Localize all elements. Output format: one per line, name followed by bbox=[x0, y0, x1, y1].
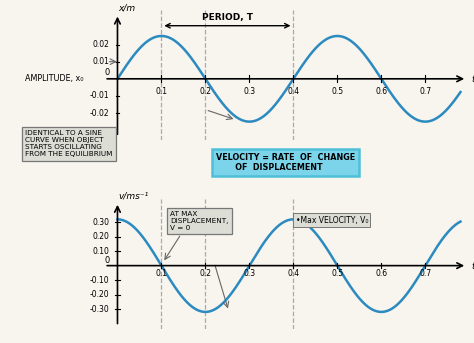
Text: 0.01: 0.01 bbox=[93, 57, 109, 66]
Text: IDENTICAL TO A SINE
CURVE WHEN OBJECT
STARTS OSCILLATING
FROM THE EQUILIBRIUM: IDENTICAL TO A SINE CURVE WHEN OBJECT ST… bbox=[25, 130, 112, 157]
Text: -0.02: -0.02 bbox=[90, 109, 109, 118]
Text: t/s: t/s bbox=[472, 261, 474, 270]
Text: 0.4: 0.4 bbox=[287, 269, 300, 278]
Text: VELOCITY = RATE  OF  CHANGE
       OF  DISPLACEMENT: VELOCITY = RATE OF CHANGE OF DISPLACEMEN… bbox=[216, 153, 355, 172]
Text: -0.30: -0.30 bbox=[90, 305, 109, 314]
Text: 0.10: 0.10 bbox=[93, 247, 109, 256]
Text: AT MAX
DISPLACEMENT,
V = 0: AT MAX DISPLACEMENT, V = 0 bbox=[170, 211, 228, 230]
Text: 0.2: 0.2 bbox=[200, 87, 211, 96]
Text: 0.4: 0.4 bbox=[287, 87, 300, 96]
Text: -0.20: -0.20 bbox=[90, 290, 109, 299]
Text: 0.2: 0.2 bbox=[200, 269, 211, 278]
Text: 0.20: 0.20 bbox=[93, 232, 109, 241]
Text: 0: 0 bbox=[104, 257, 109, 265]
Text: 0.5: 0.5 bbox=[331, 87, 343, 96]
Text: 0.1: 0.1 bbox=[155, 87, 167, 96]
Text: 0.7: 0.7 bbox=[419, 269, 431, 278]
Text: PERIOD, T: PERIOD, T bbox=[202, 13, 253, 22]
Text: 0.5: 0.5 bbox=[331, 269, 343, 278]
Text: t/s: t/s bbox=[472, 74, 474, 83]
Text: 0.6: 0.6 bbox=[375, 269, 387, 278]
Text: 0.3: 0.3 bbox=[243, 269, 255, 278]
Text: 0.02: 0.02 bbox=[93, 40, 109, 49]
Text: x/m: x/m bbox=[118, 3, 136, 12]
Text: 0.6: 0.6 bbox=[375, 87, 387, 96]
Text: 0.3: 0.3 bbox=[243, 87, 255, 96]
Text: -0.10: -0.10 bbox=[90, 275, 109, 285]
Text: •Max VELOCITY, V₀: •Max VELOCITY, V₀ bbox=[296, 215, 368, 225]
Text: 0: 0 bbox=[104, 68, 109, 77]
Text: -0.01: -0.01 bbox=[90, 92, 109, 100]
Text: 0.30: 0.30 bbox=[92, 218, 109, 227]
Text: AMPLITUDE, x₀: AMPLITUDE, x₀ bbox=[25, 74, 83, 83]
Text: v/ms⁻¹: v/ms⁻¹ bbox=[118, 191, 149, 201]
Text: 0.7: 0.7 bbox=[419, 87, 431, 96]
Text: 0.1: 0.1 bbox=[155, 269, 167, 278]
